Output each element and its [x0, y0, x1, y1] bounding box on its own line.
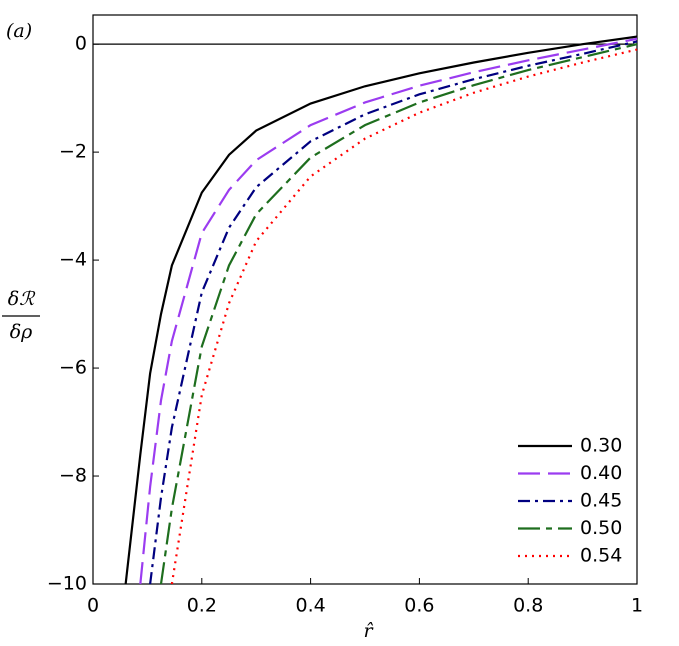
x-axis-label: r̂ — [363, 620, 374, 642]
legend-label: 0.30 — [580, 435, 622, 457]
y-tick-label: −4 — [59, 249, 87, 271]
x-tick-label: 1 — [631, 595, 643, 617]
series-line — [159, 43, 638, 585]
panel-label: (a) — [6, 20, 32, 42]
y-tick-label: −10 — [47, 573, 87, 595]
legend-label: 0.45 — [580, 490, 622, 512]
x-tick-label: 0.2 — [187, 595, 217, 617]
series-line — [124, 35, 638, 585]
y-tick-label: 0 — [75, 33, 87, 55]
x-tick-label: 0.8 — [513, 595, 543, 617]
y-tick-label: −6 — [59, 357, 87, 379]
y-tick-label: −8 — [59, 465, 87, 487]
x-tick-label: 0 — [87, 595, 99, 617]
plot-frame — [92, 14, 638, 585]
x-tick-label: 0.6 — [404, 595, 434, 617]
legend-label: 0.40 — [580, 462, 622, 484]
y-tick-label: −2 — [59, 141, 87, 163]
series-line — [149, 40, 638, 585]
x-tick-label: 0.4 — [295, 595, 325, 617]
series-line — [139, 37, 638, 585]
y-label-numerator: δℛ — [8, 288, 36, 310]
series-line — [170, 48, 638, 585]
legend-label: 0.50 — [580, 517, 622, 539]
y-label-denominator: δρ — [10, 321, 33, 343]
legend-label: 0.54 — [580, 545, 622, 567]
